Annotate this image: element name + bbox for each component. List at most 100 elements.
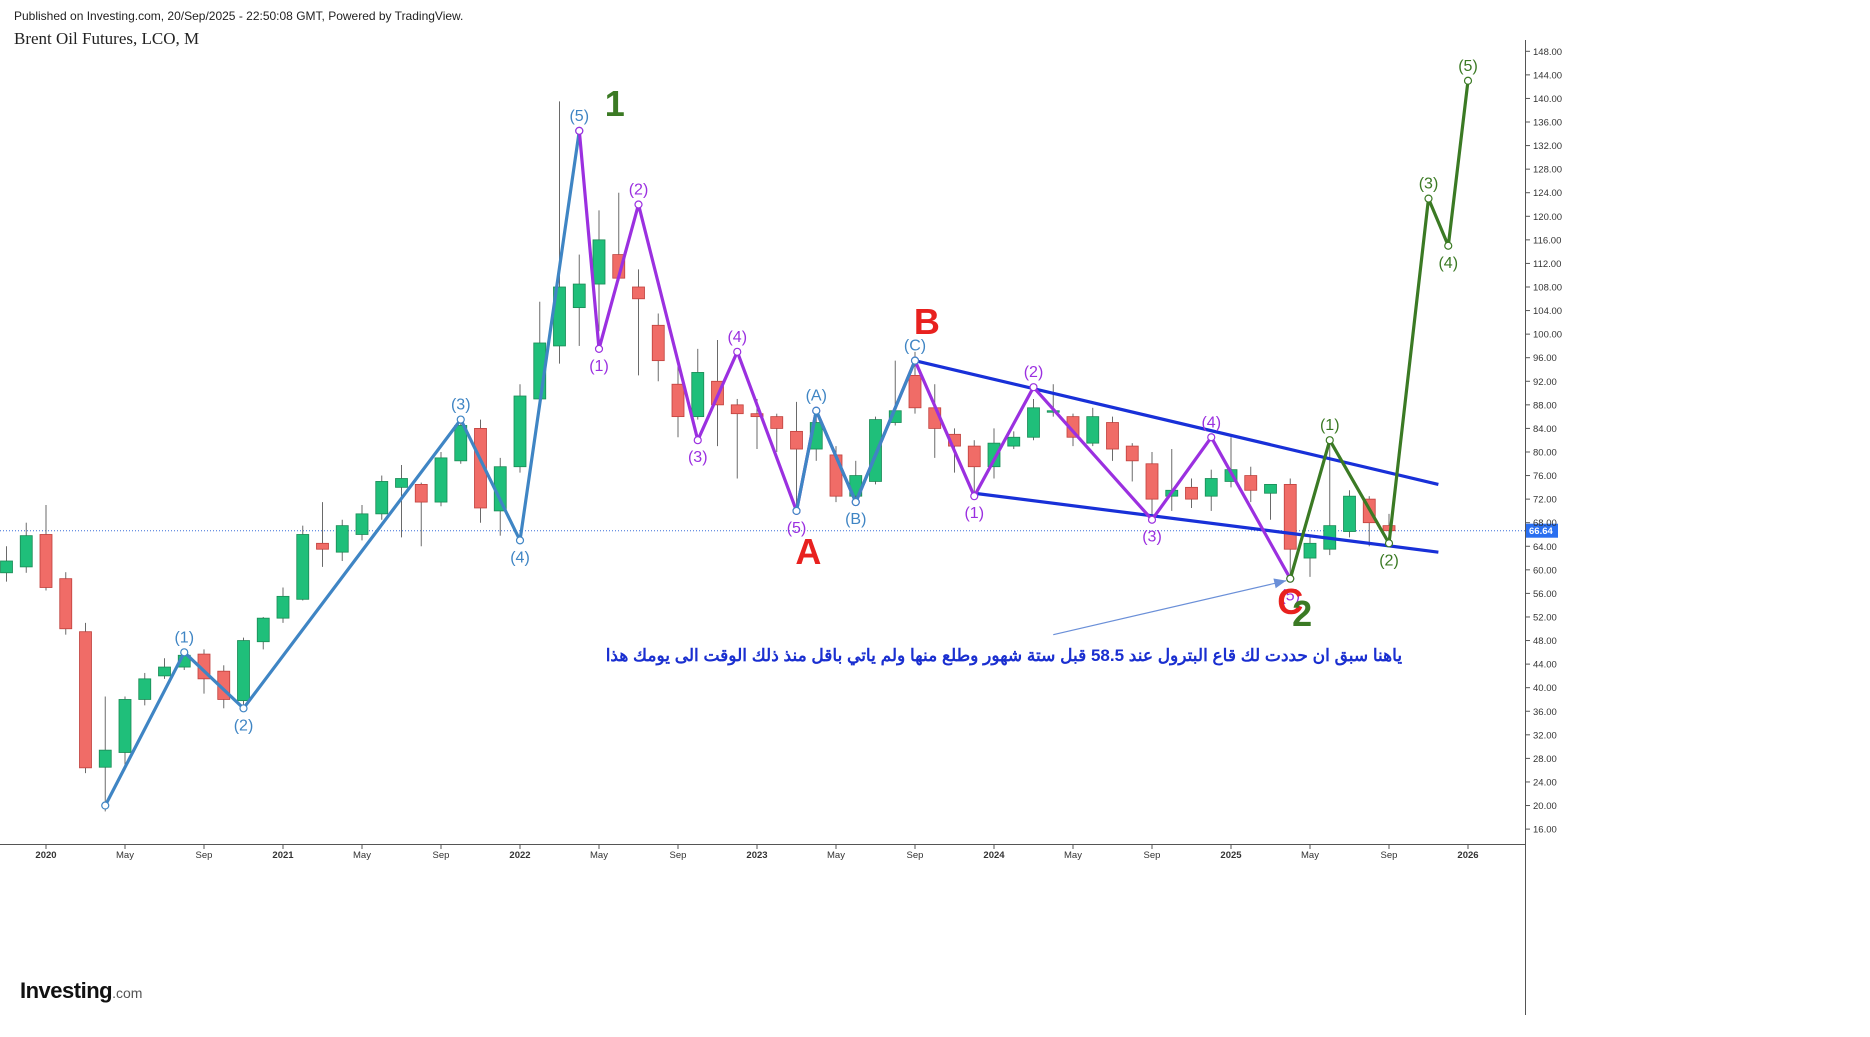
wave-pivot-point <box>812 406 821 415</box>
time-tick-label: 2026 <box>1457 850 1478 861</box>
candle-body <box>414 483 428 503</box>
wave-pivot-point <box>1325 436 1334 445</box>
time-tick-label: Sep <box>1381 850 1398 861</box>
annotation-group: 1 A B C2 ياهنا سبق ان حددت لك قاع البترول عن… <box>605 83 1403 666</box>
wave-label: (2) <box>1024 364 1044 381</box>
candle-body <box>296 534 310 600</box>
candle-body <box>474 428 487 509</box>
wave-pivot-point <box>910 356 920 365</box>
price-tick-label: 100.00 <box>1533 330 1562 341</box>
time-tick-label: Sep <box>670 850 687 861</box>
wave-label: (5) <box>787 520 807 537</box>
time-tick-label: Sep <box>433 850 450 861</box>
wave-label: (5) <box>1458 58 1478 75</box>
time-tick-label: May <box>353 850 371 861</box>
candle-body <box>829 454 843 497</box>
price-tick-label: 60.00 <box>1533 565 1557 576</box>
wave-label: (4) <box>510 549 530 566</box>
wave-label: (A) <box>806 388 827 405</box>
time-tick-label: Sep <box>196 850 213 861</box>
wave-pivot-point <box>239 704 248 713</box>
candle-body <box>1244 475 1258 491</box>
candle-body <box>671 383 685 418</box>
price-tick-label: 44.00 <box>1533 660 1557 671</box>
candle-body <box>967 445 981 468</box>
axes-group <box>0 40 1530 1015</box>
price-tick-label: 76.00 <box>1533 471 1557 482</box>
wave-lines-group <box>101 76 1473 810</box>
wave-pivot-point <box>1147 515 1157 524</box>
wave-label: (5) <box>1280 588 1300 605</box>
time-tick-label: 2023 <box>746 850 767 861</box>
candle-body <box>1185 486 1198 500</box>
price-tick-label: 80.00 <box>1533 447 1557 458</box>
pointer-arrow-head <box>1273 578 1287 589</box>
candle-body <box>750 413 764 418</box>
time-tick-label: 2020 <box>35 850 56 861</box>
price-tick-label: 56.00 <box>1533 589 1557 600</box>
wave-pivot-point <box>733 347 742 356</box>
time-tick-label: 2024 <box>983 850 1005 861</box>
wave-pivot-point <box>594 344 604 353</box>
candle-body <box>256 617 270 643</box>
price-tick-label: 140.00 <box>1533 94 1562 105</box>
time-tick-label: May <box>590 850 608 861</box>
wave-label: (2) <box>234 717 254 734</box>
time-tick-label: Sep <box>1144 850 1161 861</box>
price-tick-label: 68.00 <box>1533 518 1557 529</box>
candle-body <box>869 419 882 482</box>
investing-logo: Investing.com <box>20 978 142 1004</box>
candle-body <box>691 372 705 418</box>
last-price-tag <box>1526 523 1558 538</box>
price-tick-label: 96.00 <box>1533 353 1557 364</box>
wave-label: (3) <box>1419 176 1439 193</box>
price-tick-label: 108.00 <box>1533 282 1562 293</box>
wave-pivot-point <box>851 497 860 507</box>
chart-title: Brent Oil Futures, LCO, M <box>14 29 200 48</box>
last-price-line-group: 66.64 <box>0 523 1558 538</box>
wave-label: (1) <box>1320 417 1340 434</box>
candle-body <box>1125 445 1139 462</box>
wave-label: (1) <box>964 505 984 522</box>
candle-body <box>118 699 132 753</box>
candle-body <box>0 560 13 574</box>
price-tick-label: 128.00 <box>1533 165 1562 176</box>
candle-body <box>335 525 349 553</box>
wave-pivot-point <box>1029 383 1038 392</box>
time-tick-label: 2022 <box>509 850 530 861</box>
wave-line <box>103 130 581 807</box>
analysis-note: ياهنا سبق ان حددت لك قاع البترول عند 58.… <box>606 646 1403 666</box>
candle-body <box>237 640 250 702</box>
price-tick-label: 64.00 <box>1533 542 1557 553</box>
wave-label: (2) <box>1379 552 1399 569</box>
wave-pivot-point <box>634 200 643 209</box>
wave-pivot-point <box>1384 539 1394 548</box>
price-tick-label: 20.00 <box>1533 801 1557 812</box>
price-tick-label: 124.00 <box>1533 188 1562 199</box>
price-tick-label: 84.00 <box>1533 424 1557 435</box>
channel-line <box>974 491 1439 554</box>
price-tick-label: 24.00 <box>1533 777 1557 788</box>
wave-label: (4) <box>1201 414 1221 431</box>
wave-labels-group: (1) (2) (3) (4) (5) (1) (2) (3) (4) (5) (A) (B) (C) (… <box>174 58 1477 735</box>
candle-body <box>39 534 53 588</box>
wave-pivot-point <box>180 648 189 657</box>
price-tick-label: 72.00 <box>1533 495 1557 506</box>
candle-body <box>572 283 586 309</box>
candle-body <box>395 478 408 488</box>
logo-brand: Investing <box>20 978 113 1003</box>
candle-body <box>1086 416 1100 444</box>
wave-label: (B) <box>845 511 866 528</box>
candle-body <box>908 374 922 409</box>
wave-label: (3) <box>1142 529 1162 546</box>
candle-body <box>138 678 152 700</box>
price-tick-label: 116.00 <box>1533 235 1561 246</box>
wave-pivot-point <box>1207 433 1216 442</box>
time-tick-label: 2021 <box>272 850 294 861</box>
price-tick-label: 136.00 <box>1533 118 1562 129</box>
price-tick-label: 48.00 <box>1533 636 1557 647</box>
wave-line <box>1288 80 1470 580</box>
price-tick-label: 40.00 <box>1533 683 1557 694</box>
candle-body <box>651 324 665 362</box>
